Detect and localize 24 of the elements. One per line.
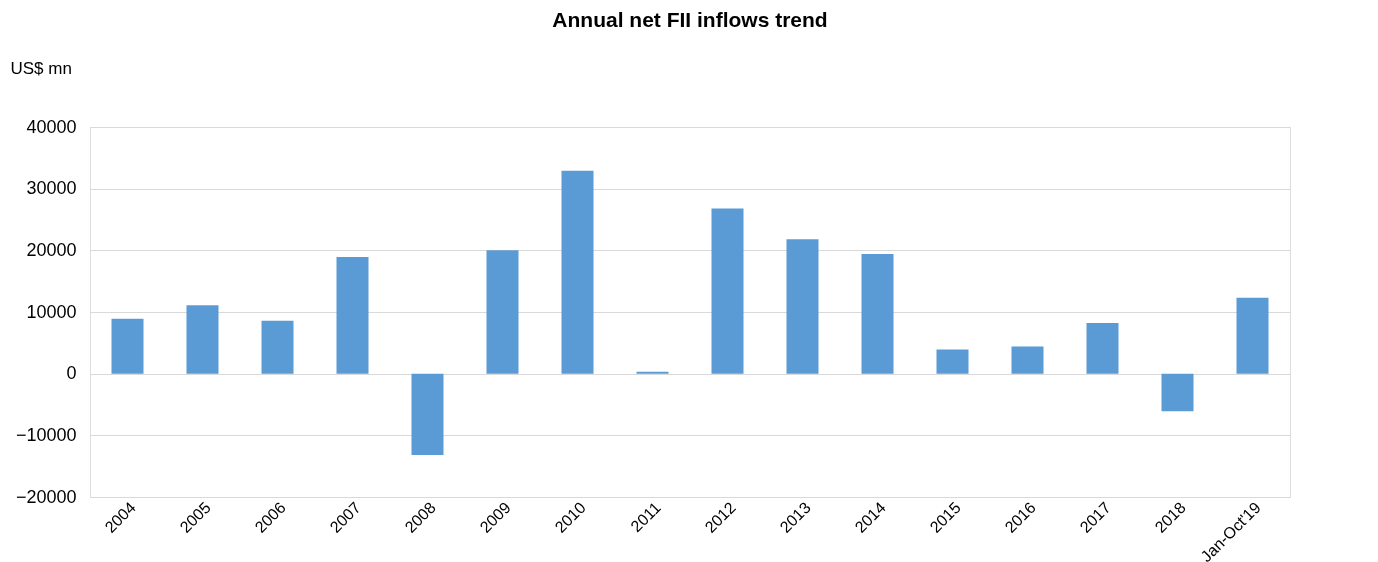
bar	[1161, 373, 1194, 412]
bar	[486, 250, 519, 374]
bar	[261, 320, 294, 374]
y-tick-label: 10000	[26, 301, 77, 322]
bar	[861, 254, 894, 374]
bar	[786, 239, 819, 374]
y-tick-label: −10000	[15, 424, 77, 445]
chart-title: Annual net FII inflows trend	[552, 8, 828, 31]
y-axis-title: US$ mn	[10, 58, 72, 78]
bar	[936, 349, 969, 374]
bar	[1011, 346, 1044, 374]
bar	[186, 305, 219, 374]
y-tick-label: −20000	[15, 486, 77, 507]
y-tick-label: 0	[66, 363, 77, 384]
y-tick-label: 20000	[26, 239, 77, 260]
y-tick-label: 40000	[26, 116, 77, 137]
bar	[111, 318, 144, 374]
bar	[411, 373, 444, 456]
bar	[1236, 297, 1269, 374]
bar	[561, 170, 594, 374]
bar	[336, 257, 369, 374]
bar	[711, 208, 744, 374]
y-tick-label: 30000	[26, 178, 77, 199]
bar	[1086, 323, 1119, 374]
